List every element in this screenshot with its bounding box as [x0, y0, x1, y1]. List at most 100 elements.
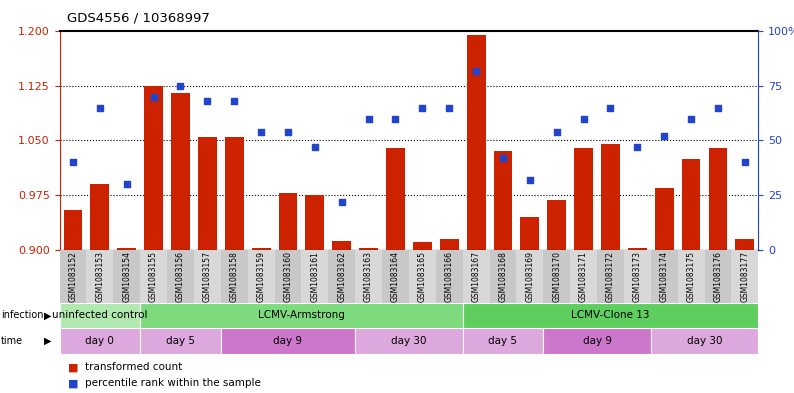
Point: [362, 116, 375, 122]
Text: GSM1083161: GSM1083161: [310, 251, 319, 302]
Text: day 30: day 30: [391, 336, 426, 346]
Text: day 30: day 30: [687, 336, 723, 346]
Bar: [328, 250, 355, 303]
Bar: [735, 239, 754, 250]
Text: day 5: day 5: [488, 336, 518, 346]
Bar: [141, 250, 167, 303]
Point: [174, 83, 187, 89]
Bar: [436, 250, 463, 303]
Point: [631, 144, 644, 150]
Bar: [682, 159, 700, 250]
Text: ■: ■: [67, 362, 78, 373]
Bar: [467, 35, 485, 250]
Bar: [516, 250, 543, 303]
Bar: [279, 193, 298, 250]
Text: LCMV-Armstrong: LCMV-Armstrong: [258, 310, 345, 320]
Bar: [601, 144, 620, 250]
Point: [523, 176, 536, 183]
Point: [604, 105, 617, 111]
Bar: [413, 242, 432, 250]
Text: GDS4556 / 10368997: GDS4556 / 10368997: [67, 12, 210, 25]
Bar: [547, 200, 566, 250]
Bar: [543, 328, 651, 354]
Bar: [167, 250, 194, 303]
Bar: [355, 328, 463, 354]
Point: [147, 94, 160, 100]
Point: [309, 144, 322, 150]
Text: day 5: day 5: [166, 336, 195, 346]
Bar: [114, 250, 141, 303]
Text: GSM1083155: GSM1083155: [149, 251, 158, 302]
Text: GSM1083162: GSM1083162: [337, 251, 346, 302]
Point: [496, 155, 509, 161]
Text: time: time: [1, 336, 23, 346]
Point: [121, 181, 133, 187]
Text: day 0: day 0: [86, 336, 114, 346]
Text: ▶: ▶: [44, 310, 52, 320]
Text: GSM1083164: GSM1083164: [391, 251, 400, 302]
Bar: [440, 239, 459, 250]
Point: [282, 129, 295, 135]
Bar: [490, 250, 516, 303]
Text: day 9: day 9: [583, 336, 611, 346]
Bar: [520, 217, 539, 250]
Bar: [275, 250, 302, 303]
Point: [658, 133, 671, 139]
Text: infection: infection: [1, 310, 44, 320]
Bar: [708, 148, 727, 250]
Text: GSM1083159: GSM1083159: [256, 251, 266, 302]
Bar: [624, 250, 651, 303]
Text: GSM1083177: GSM1083177: [740, 251, 750, 302]
Bar: [64, 209, 83, 250]
Text: GSM1083167: GSM1083167: [472, 251, 480, 302]
Bar: [704, 250, 731, 303]
Text: GSM1083172: GSM1083172: [606, 251, 615, 302]
Bar: [386, 148, 405, 250]
Text: GSM1083175: GSM1083175: [687, 251, 696, 302]
Bar: [409, 250, 436, 303]
Bar: [60, 303, 141, 328]
Text: GSM1083176: GSM1083176: [714, 251, 723, 302]
Point: [550, 129, 563, 135]
Text: GSM1083153: GSM1083153: [95, 251, 104, 302]
Point: [389, 116, 402, 122]
Bar: [463, 303, 758, 328]
Text: GSM1083152: GSM1083152: [68, 251, 78, 302]
Text: GSM1083168: GSM1083168: [499, 251, 507, 302]
Bar: [248, 250, 275, 303]
Bar: [494, 151, 512, 250]
Bar: [306, 195, 324, 250]
Text: GSM1083166: GSM1083166: [445, 251, 453, 302]
Point: [228, 98, 241, 105]
Bar: [628, 248, 647, 250]
Bar: [677, 250, 704, 303]
Point: [577, 116, 590, 122]
Bar: [221, 328, 355, 354]
Point: [738, 159, 751, 165]
Bar: [225, 137, 244, 250]
Text: GSM1083173: GSM1083173: [633, 251, 642, 302]
Bar: [171, 93, 190, 250]
Bar: [145, 86, 163, 250]
Text: GSM1083171: GSM1083171: [579, 251, 588, 302]
Text: ▶: ▶: [44, 336, 52, 346]
Point: [684, 116, 697, 122]
Bar: [463, 250, 490, 303]
Point: [201, 98, 214, 105]
Text: LCMV-Clone 13: LCMV-Clone 13: [571, 310, 649, 320]
Bar: [141, 303, 463, 328]
Bar: [118, 248, 136, 250]
Bar: [355, 250, 382, 303]
Bar: [221, 250, 248, 303]
Point: [443, 105, 456, 111]
Bar: [359, 248, 378, 250]
Text: GSM1083156: GSM1083156: [176, 251, 185, 302]
Text: GSM1083169: GSM1083169: [526, 251, 534, 302]
Bar: [252, 248, 271, 250]
Bar: [194, 250, 221, 303]
Point: [335, 198, 348, 205]
Point: [470, 68, 483, 74]
Bar: [597, 250, 624, 303]
Bar: [543, 250, 570, 303]
Bar: [463, 328, 543, 354]
